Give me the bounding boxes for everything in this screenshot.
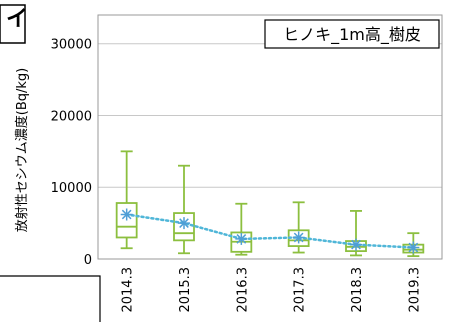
partial-frame-bottom-left xyxy=(0,276,100,322)
legend: ヒノキ_1m高_樹皮 xyxy=(265,20,439,48)
x-tick-label: 2018.3 xyxy=(350,267,365,313)
x-tick-label: 2019.3 xyxy=(407,267,422,313)
x-axis-ticks: 2014.3 2015.3 2016.3 2017.3 2018.3 2019.3 xyxy=(121,267,423,313)
mean-marker xyxy=(293,231,305,243)
y-tick-label: 20000 xyxy=(51,109,92,124)
mean-marker xyxy=(350,239,362,251)
mean-marker xyxy=(407,242,419,254)
box-2014.3 xyxy=(117,151,137,248)
legend-label: ヒノキ_1m高_樹皮 xyxy=(283,25,421,45)
x-tick-label: 2014.3 xyxy=(121,267,136,313)
y-axis-label: 放射性セシウム濃度(Bq/kg) xyxy=(14,68,30,232)
y-tick-label: 30000 xyxy=(51,38,92,53)
y-tick-label: 10000 xyxy=(51,181,92,196)
partial-panel-label: イ xyxy=(6,7,28,32)
mean-trend-line xyxy=(127,215,414,248)
x-tick-label: 2016.3 xyxy=(235,267,250,313)
box-2017.3 xyxy=(289,202,309,252)
x-tick-label: 2015.3 xyxy=(178,267,193,313)
grid-lines xyxy=(98,44,442,188)
box-2016.3 xyxy=(231,204,251,255)
y-tick-label: 0 xyxy=(84,253,92,268)
mean-marker xyxy=(178,217,190,229)
mean-marker xyxy=(235,233,247,245)
x-tick-label: 2017.3 xyxy=(293,267,308,313)
boxes xyxy=(117,151,424,256)
box-2015.3 xyxy=(174,166,194,254)
plot-area xyxy=(98,15,442,259)
mean-marker xyxy=(121,209,133,221)
y-axis-ticks: 0 10000 20000 30000 xyxy=(51,38,92,268)
